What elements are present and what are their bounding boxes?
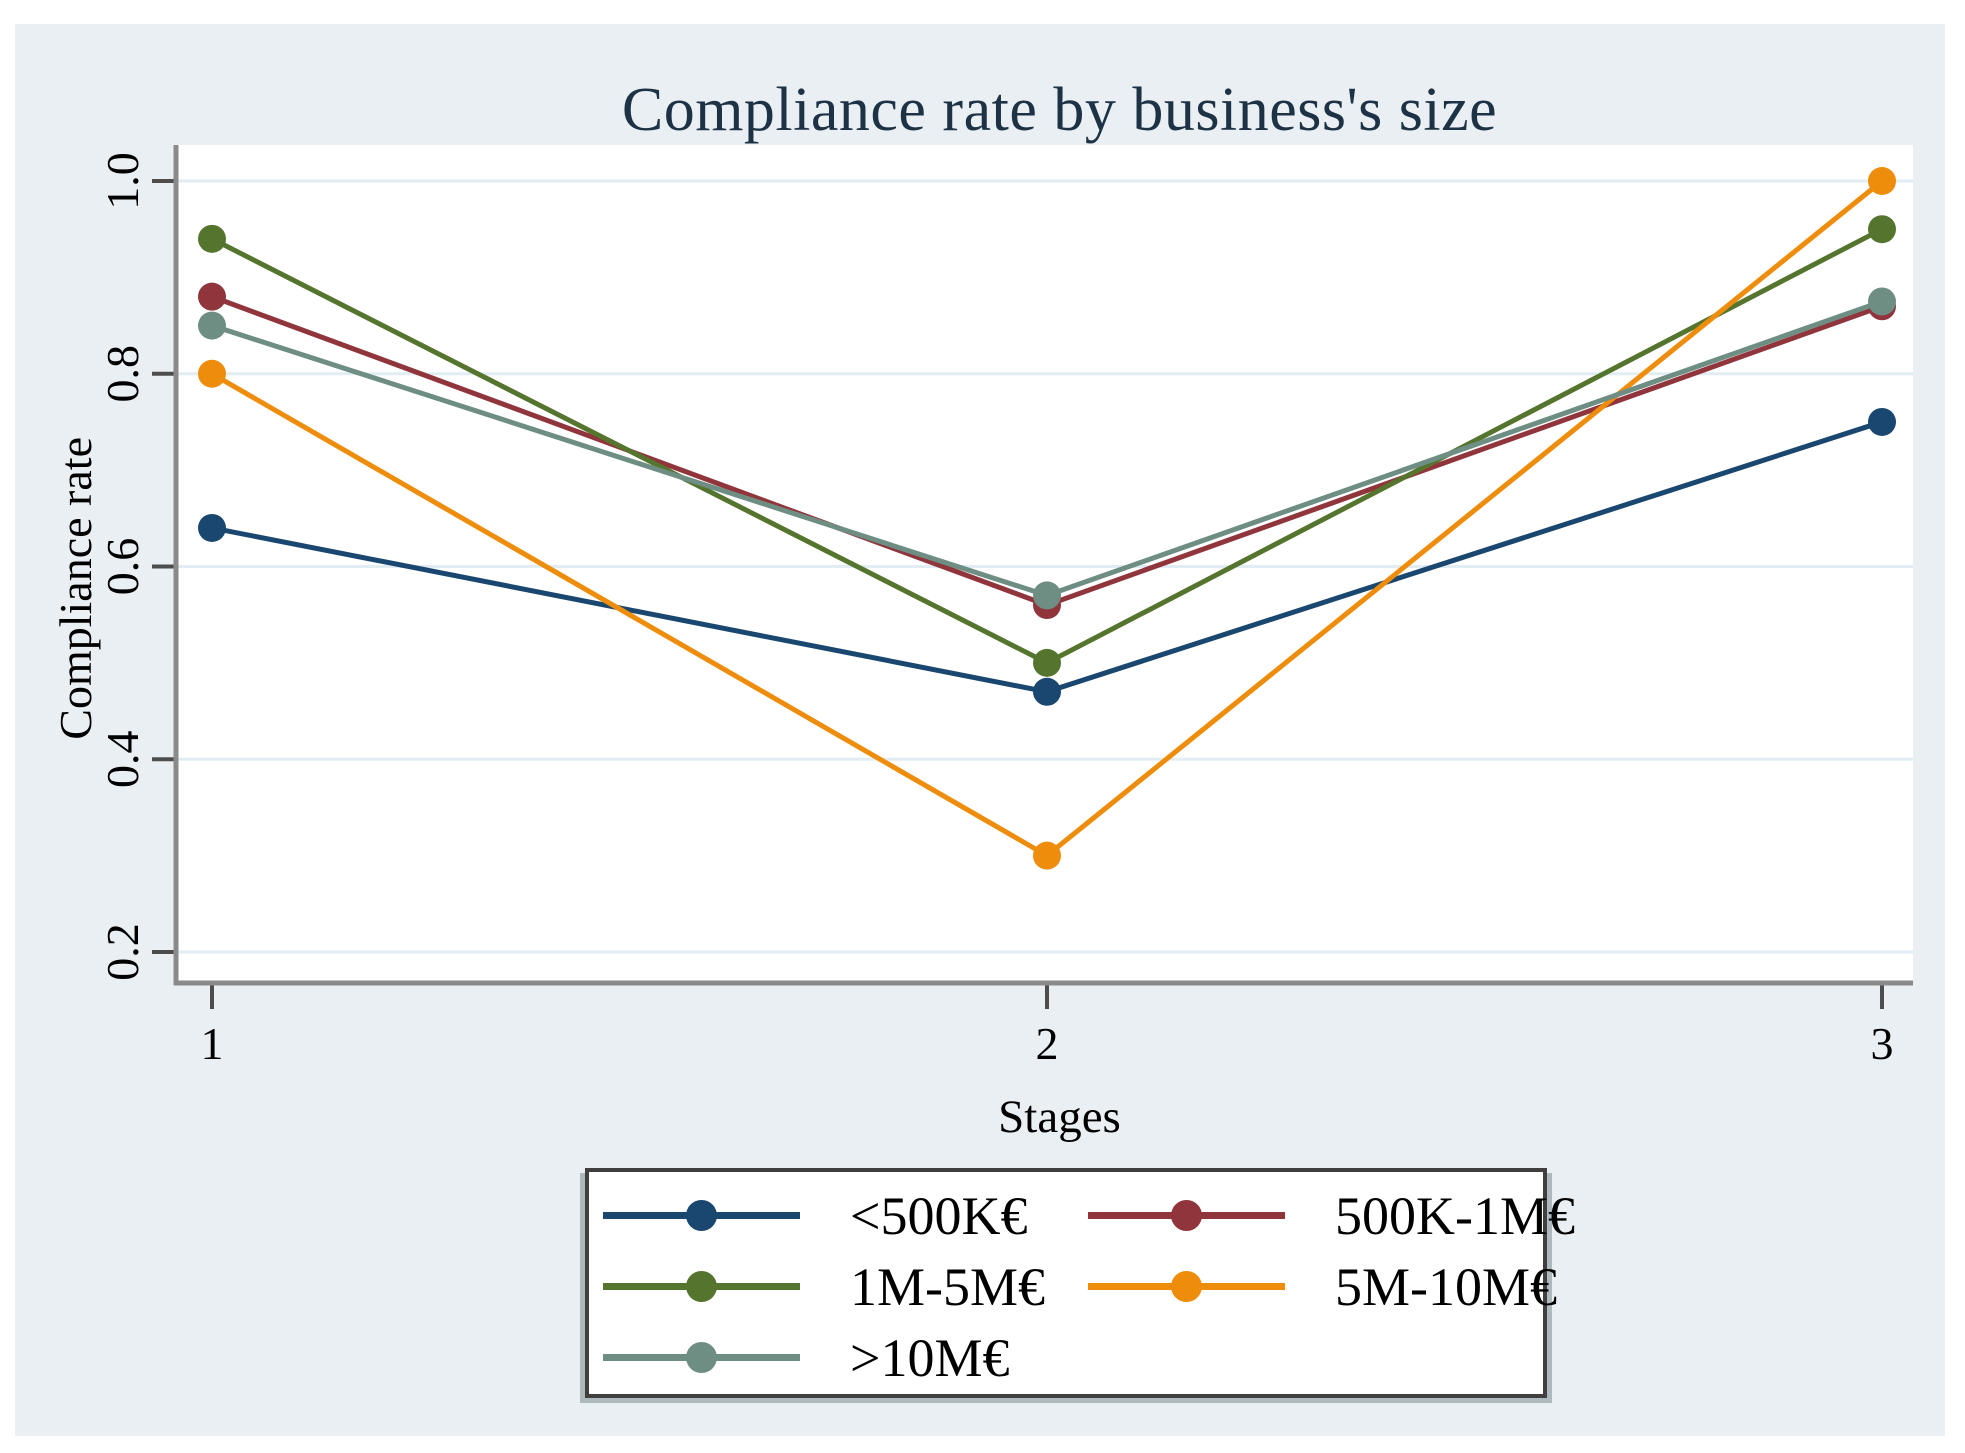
data-point bbox=[1868, 287, 1896, 316]
legend-item: >10M€ bbox=[603, 1322, 1088, 1393]
data-point bbox=[1033, 841, 1061, 870]
data-point bbox=[198, 282, 226, 311]
legend-marker-icon bbox=[1088, 1269, 1285, 1304]
data-point bbox=[1868, 167, 1896, 195]
legend-dot-swatch bbox=[686, 1271, 717, 1302]
y-tick-label: 1.0 bbox=[97, 152, 148, 210]
legend-dot-swatch bbox=[686, 1342, 717, 1373]
data-point bbox=[1868, 215, 1896, 244]
x-tick-label: 1 bbox=[201, 1018, 224, 1069]
legend-label: 1M-5M€ bbox=[850, 1256, 1046, 1317]
data-point bbox=[198, 513, 226, 542]
legend-marker-icon bbox=[603, 1340, 800, 1375]
legend-grid: <500K€ 500K-1M€ 1M-5M€ 5M-10M€ >10M€ bbox=[589, 1172, 1575, 1393]
legend-item: 1M-5M€ bbox=[603, 1251, 1088, 1322]
data-point bbox=[198, 311, 226, 340]
legend-dot-swatch bbox=[1171, 1271, 1202, 1302]
legend-label: <500K€ bbox=[850, 1185, 1028, 1246]
x-tick-label: 3 bbox=[1871, 1018, 1894, 1069]
data-point bbox=[1033, 581, 1061, 610]
legend-item: 500K-1M€ bbox=[1088, 1180, 1575, 1251]
legend-item: 5M-10M€ bbox=[1088, 1251, 1575, 1322]
legend-marker-icon bbox=[603, 1269, 800, 1304]
legend-marker-icon bbox=[1088, 1198, 1285, 1233]
legend-dot-swatch bbox=[686, 1200, 717, 1231]
data-point bbox=[1868, 407, 1896, 436]
data-point bbox=[1033, 677, 1061, 706]
legend-marker-icon bbox=[603, 1198, 800, 1233]
data-point bbox=[198, 224, 226, 253]
x-axis-title: Stages bbox=[998, 1091, 1121, 1143]
legend-label: 5M-10M€ bbox=[1335, 1256, 1558, 1317]
data-point bbox=[1033, 648, 1061, 677]
x-tick-label: 2 bbox=[1036, 1018, 1059, 1069]
legend-dot-swatch bbox=[1171, 1200, 1202, 1231]
legend-item: <500K€ bbox=[603, 1180, 1088, 1251]
y-tick-label: 0.6 bbox=[97, 538, 148, 596]
data-point bbox=[198, 359, 226, 388]
legend-label: >10M€ bbox=[850, 1327, 1010, 1388]
y-tick-label: 0.4 bbox=[97, 731, 148, 789]
chart-legend: <500K€ 500K-1M€ 1M-5M€ 5M-10M€ >10M€ bbox=[585, 1168, 1575, 1398]
y-tick-label: 0.8 bbox=[97, 345, 148, 403]
y-tick-label: 0.2 bbox=[97, 923, 148, 981]
chart-title: Compliance rate by business's size bbox=[621, 76, 1498, 144]
legend-label: 500K-1M€ bbox=[1335, 1185, 1575, 1246]
